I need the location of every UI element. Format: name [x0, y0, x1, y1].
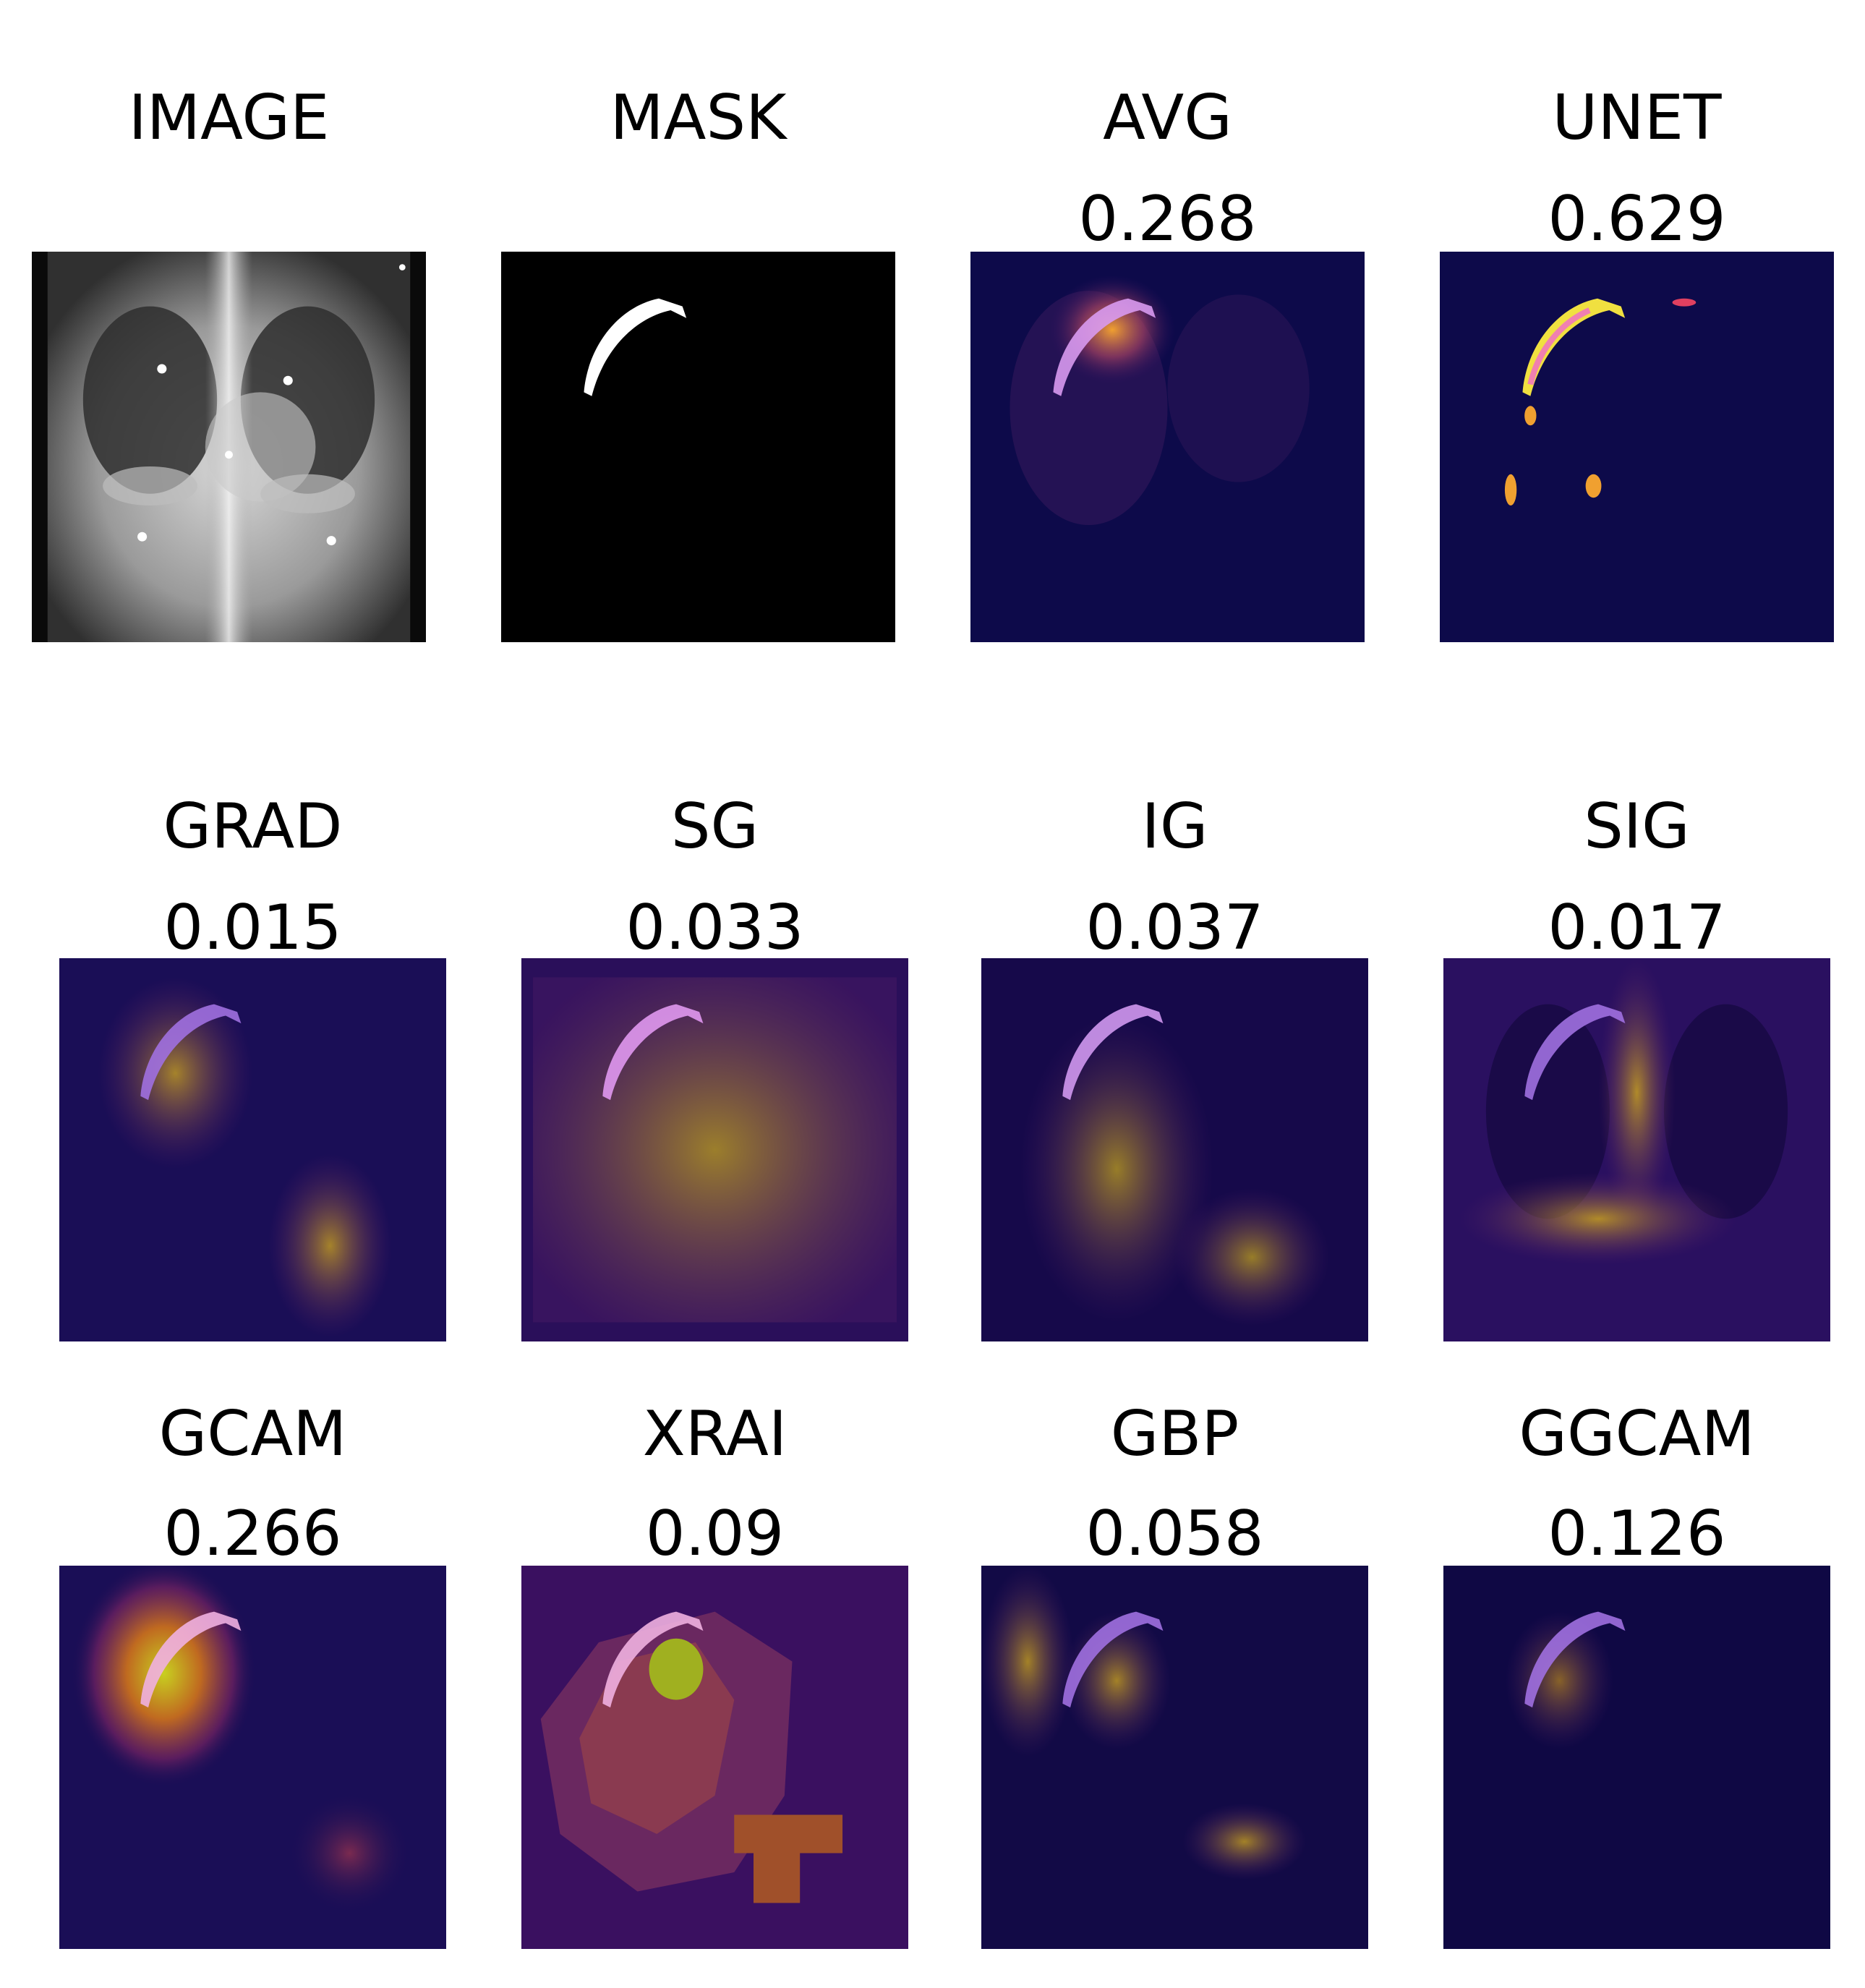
panel-mask: MASK	[501, 80, 895, 644]
grad-heatmap-image	[59, 958, 446, 1341]
panel-ig: IG 0.037	[981, 788, 1368, 1345]
panel-score: 0.058	[981, 1503, 1368, 1565]
panel-grad: GRAD 0.015	[59, 788, 446, 1345]
panel-image: IMAGE	[32, 80, 426, 644]
panel-title: XRAI	[521, 1403, 908, 1465]
panel-score: 0.629	[1440, 188, 1834, 250]
panel-score: 0.037	[981, 897, 1368, 959]
panel-title: SIG	[1443, 795, 1830, 858]
ggcam-heatmap-image	[1443, 1566, 1830, 1949]
panel-title: GCAM	[59, 1403, 446, 1465]
panel-ggcam: GGCAM 0.126	[1443, 1396, 1830, 1953]
avg-heatmap-image	[970, 252, 1365, 642]
panel-unet: UNET 0.629	[1440, 80, 1834, 644]
panel-title: UNET	[1440, 87, 1834, 149]
panel-xrai: XRAI 0.09	[521, 1396, 908, 1953]
panel-score: 0.015	[59, 897, 446, 959]
panel-title: IMAGE	[32, 87, 426, 149]
panel-sg: SG 0.033	[521, 788, 908, 1345]
panel-sig: SIG 0.017	[1443, 788, 1830, 1345]
chest-xray-image	[32, 252, 426, 642]
panel-title: IG	[981, 795, 1368, 858]
panel-title: GGCAM	[1443, 1403, 1830, 1465]
segmentation-mask-image	[501, 252, 895, 642]
gcam-heatmap-image	[59, 1566, 446, 1949]
panel-score: 0.017	[1443, 897, 1830, 959]
sig-heatmap-image	[1443, 958, 1830, 1341]
panel-score: 0.126	[1443, 1503, 1830, 1565]
panel-gcam: GCAM 0.266	[59, 1396, 446, 1953]
panel-score: 0.033	[521, 897, 908, 959]
unet-heatmap-image	[1440, 252, 1834, 642]
xrai-heatmap-image	[521, 1566, 908, 1949]
panel-score: 0.268	[970, 188, 1365, 250]
panel-title: AVG	[970, 87, 1365, 149]
panel-score: 0.266	[59, 1503, 446, 1565]
panel-avg: AVG 0.268	[970, 80, 1365, 644]
panel-title: SG	[521, 795, 908, 858]
ig-heatmap-image	[981, 958, 1368, 1341]
sg-heatmap-image	[521, 958, 908, 1341]
gbp-heatmap-image	[981, 1566, 1368, 1949]
panel-gbp: GBP 0.058	[981, 1396, 1368, 1953]
panel-score: 0.09	[521, 1503, 908, 1565]
panel-title: GBP	[981, 1403, 1368, 1465]
panel-title: MASK	[501, 87, 895, 149]
panel-title: GRAD	[59, 795, 446, 858]
